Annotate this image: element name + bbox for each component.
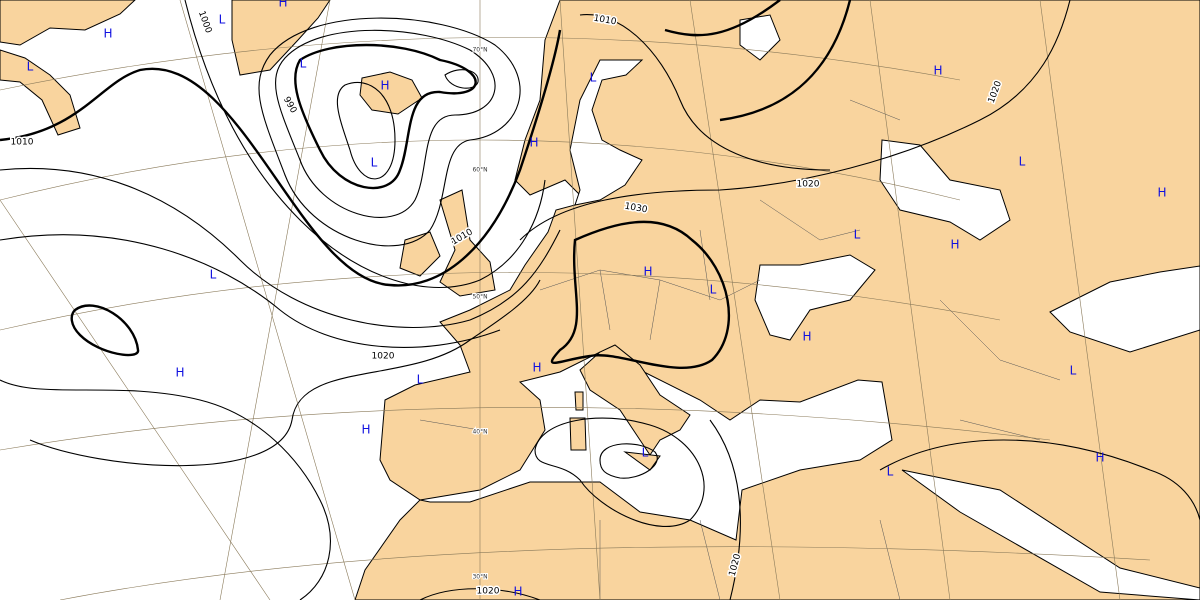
pressure-center: L	[887, 465, 894, 479]
isobar	[519, 0, 1071, 241]
pressure-center: H	[361, 423, 370, 437]
isobar	[70, 304, 140, 357]
baltic	[569, 59, 644, 206]
pressure-center: L	[417, 373, 424, 387]
pressure-center: L	[590, 71, 597, 85]
caspian	[879, 139, 1011, 241]
isobar	[534, 417, 705, 527]
isobar	[599, 443, 658, 479]
latitude-label: 70°N	[472, 47, 487, 54]
black-sea	[754, 254, 876, 341]
greenland	[0, 0, 136, 46]
pressure-center: L	[642, 446, 649, 460]
pressure-center: L	[1019, 155, 1026, 169]
isobar	[664, 0, 781, 37]
isobar	[29, 279, 541, 467]
latitude-label: 40°N	[472, 429, 487, 436]
pressure-center: H	[802, 330, 811, 344]
latitude-label: 30°N	[472, 574, 487, 581]
latitude-label: 50°N	[472, 294, 487, 301]
isobar	[0, 167, 561, 329]
pressure-center: H	[643, 265, 652, 279]
isobar	[879, 439, 1200, 521]
pressure-center: H	[103, 27, 112, 41]
pressure-center: H	[380, 79, 389, 93]
isobar	[275, 29, 496, 218]
corsica	[574, 391, 584, 411]
isobar	[419, 588, 541, 600]
pressure-center: H	[1095, 451, 1104, 465]
white-sea	[739, 14, 781, 61]
italy	[579, 344, 691, 456]
pressure-center: H	[532, 361, 541, 375]
isobar	[719, 0, 852, 122]
pressure-center: H	[513, 585, 522, 599]
sardinia	[569, 417, 587, 451]
pressure-center: H	[278, 0, 287, 10]
great-britain	[439, 189, 496, 297]
isobar	[444, 69, 479, 89]
isobar-label: 1020	[797, 180, 820, 190]
persian-gulf	[1049, 265, 1200, 353]
isobar	[579, 14, 831, 171]
pressure-center: H	[933, 64, 942, 78]
isobar	[0, 29, 562, 287]
pressure-center: L	[371, 156, 378, 170]
isobar	[294, 43, 477, 190]
isobar	[184, 0, 546, 289]
pressure-center: L	[710, 283, 717, 297]
isobar-label: 1020	[477, 587, 500, 597]
islands	[569, 344, 691, 471]
labrador	[0, 49, 81, 136]
pressure-center: H	[1157, 186, 1166, 200]
pressure-center: L	[219, 13, 226, 27]
pressure-center: H	[950, 238, 959, 252]
iceland	[359, 71, 423, 115]
pressure-center: L	[27, 60, 34, 74]
pressure-center: L	[210, 268, 217, 282]
borders	[419, 99, 1061, 600]
isobar	[258, 17, 521, 247]
border	[419, 99, 1061, 600]
isobar-label: 1010	[11, 138, 34, 148]
pressure-center: H	[529, 136, 538, 150]
pressure-center: L	[1070, 364, 1077, 378]
isobar	[0, 379, 331, 600]
pressure-center: H	[175, 366, 184, 380]
pressure-center: L	[300, 57, 307, 71]
isobar	[0, 234, 501, 348]
east-greenland	[231, 0, 331, 76]
red-sea	[901, 469, 1200, 600]
isobar	[550, 220, 731, 370]
isobar	[336, 81, 396, 180]
pressure-center: L	[854, 228, 861, 242]
isobar	[709, 419, 741, 600]
latitude-label: 60°N	[472, 167, 487, 174]
isobar-label: 1020	[372, 352, 395, 362]
sicily	[623, 451, 661, 471]
